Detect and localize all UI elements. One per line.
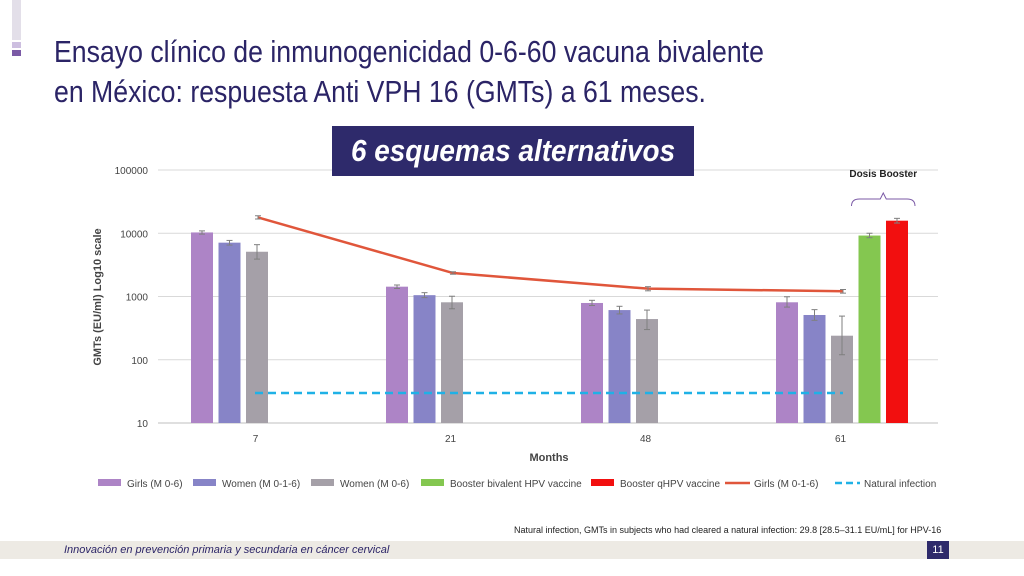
bar — [776, 302, 798, 423]
legend-swatch — [421, 479, 444, 486]
footer-text: Innovación en prevención primaria y secu… — [64, 544, 390, 556]
page-number: 11 — [927, 541, 949, 559]
accent-bar-dark — [12, 50, 21, 56]
bar — [191, 232, 213, 423]
y-tick-label: 10000 — [120, 229, 148, 240]
legend-swatch — [98, 479, 121, 486]
page-title: Ensayo clínico de inmunogenicidad 0-6-60… — [54, 32, 828, 112]
legend-label: Women (M 0-1-6) — [222, 479, 300, 490]
bar — [636, 319, 658, 423]
legend-swatch — [591, 479, 614, 486]
x-tick-label: 21 — [445, 434, 457, 445]
x-tick-label: 48 — [640, 434, 652, 445]
bar — [581, 302, 603, 423]
y-axis-title: GMTs (EU/ml) Log10 scale — [92, 228, 104, 365]
legend-swatch — [311, 479, 334, 486]
x-tick-label: 7 — [253, 434, 259, 445]
accent-bars — [12, 0, 21, 60]
line-series — [257, 216, 844, 293]
x-tick-label: 61 — [835, 434, 847, 445]
legend-swatch — [193, 479, 216, 486]
bar — [218, 242, 241, 423]
schemes-banner: 6 esquemas alternativos — [332, 126, 694, 176]
bar — [608, 310, 631, 423]
schemes-banner-text: 6 esquemas alternativos — [350, 133, 676, 168]
page-title-line-2: en México: respuesta Anti VPH 16 (GMTs) … — [54, 74, 706, 109]
bar — [831, 335, 853, 423]
legend-label: Girls (M 0-6) — [127, 479, 183, 490]
bar — [413, 295, 436, 423]
booster-annotation: Dosis Booster — [849, 169, 917, 180]
legend-label: Booster qHPV vaccine — [620, 479, 720, 490]
accent-bar-mid — [12, 42, 21, 48]
bar — [858, 235, 881, 423]
bar — [803, 314, 826, 423]
legend-label: Women (M 0-6) — [340, 479, 409, 490]
bar — [246, 251, 268, 423]
x-axis-title: Months — [529, 452, 568, 464]
booster-bracket — [851, 191, 916, 207]
y-tick-label: 10 — [137, 419, 149, 430]
legend-label: Booster bivalent HPV vaccine — [450, 479, 582, 490]
bar — [386, 286, 408, 423]
bar — [441, 302, 463, 423]
y-tick-label: 100 — [131, 356, 148, 367]
accent-bar-light — [12, 0, 21, 40]
y-tick-label: 100000 — [115, 166, 149, 177]
y-tick-label: 1000 — [126, 293, 149, 304]
legend-label: Girls (M 0-1-6) — [754, 479, 818, 490]
legend-label: Natural infection — [864, 479, 936, 490]
page-title-line-1: Ensayo clínico de inmunogenicidad 0-6-60… — [54, 34, 764, 69]
bar — [886, 220, 908, 423]
footnote: Natural infection, GMTs in subjects who … — [514, 525, 942, 535]
footer-bar — [0, 541, 1024, 559]
